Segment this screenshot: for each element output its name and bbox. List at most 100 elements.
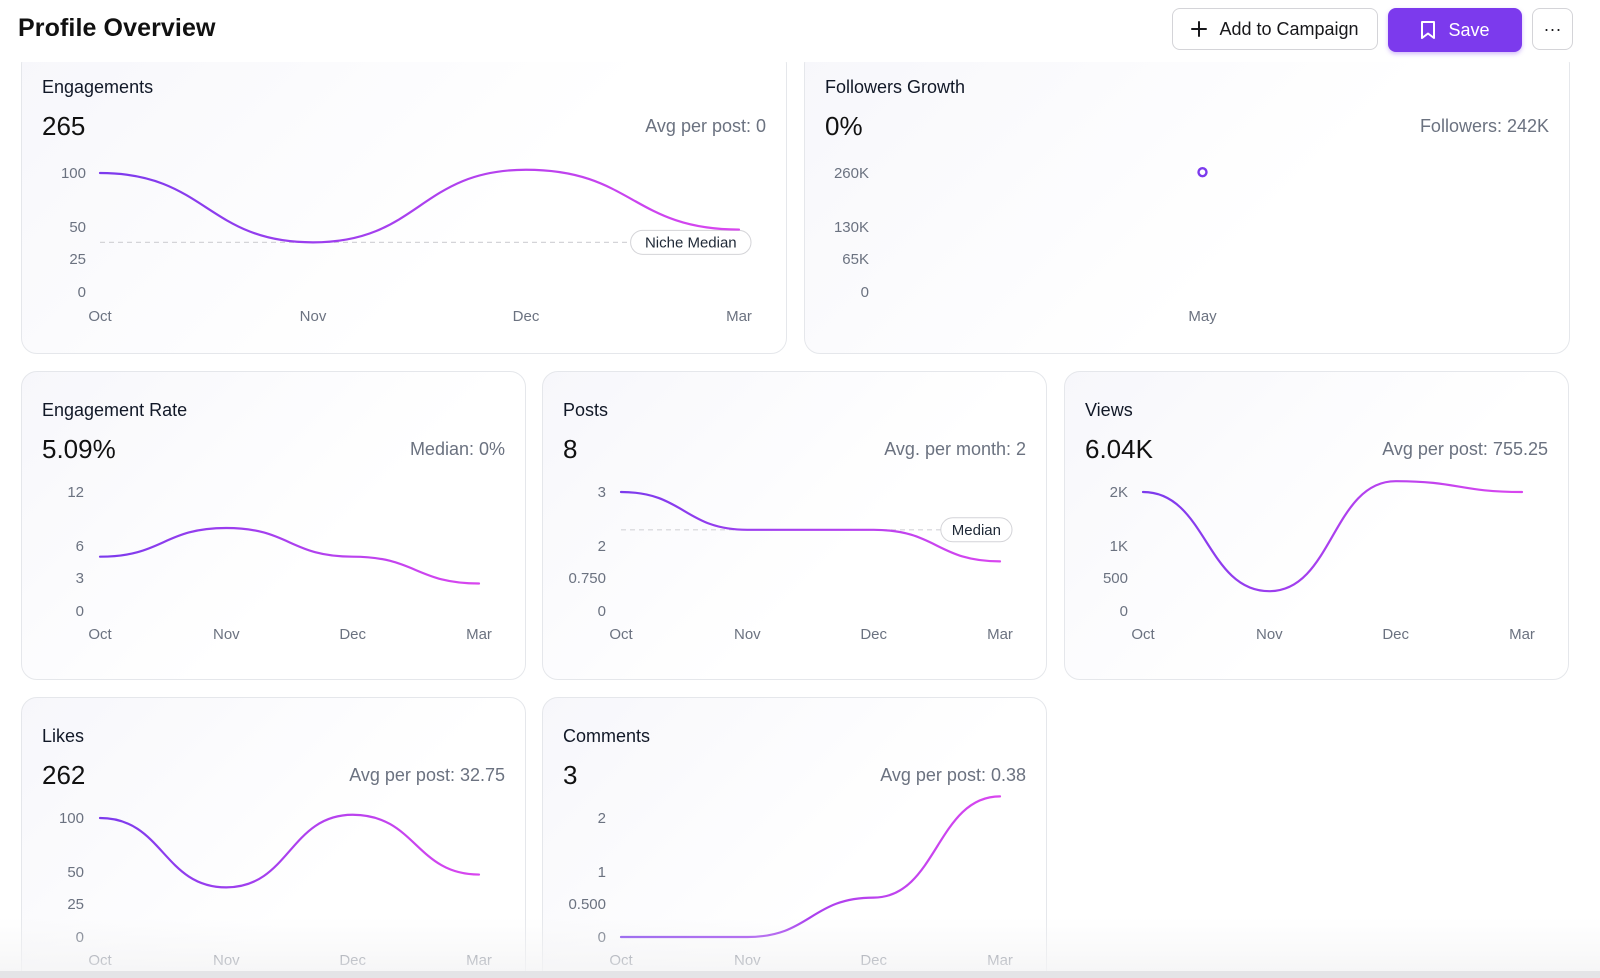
card-value: 265 — [42, 111, 86, 141]
page-header: Profile Overview Add to Campaign Save ··… — [0, 0, 1600, 62]
y-tick-label: 1K — [1110, 538, 1128, 555]
card-likes: Likes 262 Avg per post: 32.75 100 50 25 0 Oc… — [21, 697, 526, 978]
x-tick-label: Mar — [726, 308, 752, 325]
save-button[interactable]: Save — [1388, 8, 1522, 52]
x-tick-label: May — [1188, 308, 1217, 325]
y-tick-label: 2K — [1110, 484, 1128, 501]
bookmark-icon — [1420, 20, 1436, 40]
card-title: Engagements — [42, 77, 154, 97]
card-value: 262 — [42, 760, 86, 790]
x-tick-label: Dec — [513, 308, 540, 325]
card-value: 8 — [563, 434, 578, 464]
card-title: Engagement Rate — [42, 400, 188, 420]
y-tick-label: 50 — [67, 864, 84, 881]
card-meta: Avg per post: 0.38 — [880, 765, 1026, 785]
series-line — [98, 813, 481, 889]
series-line — [98, 526, 481, 585]
y-tick-label: 0 — [861, 284, 869, 301]
card-meta: Avg. per month: 2 — [884, 439, 1026, 459]
y-tick-label: 0 — [598, 603, 606, 620]
x-tick-label: Mar — [466, 952, 492, 969]
card-views: Views 6.04K Avg per post: 755.25 2K 1K 500… — [1064, 371, 1569, 680]
y-tick-label: 6 — [76, 538, 84, 555]
y-tick-label: 0 — [76, 603, 84, 620]
x-tick-label: Dec — [339, 626, 366, 643]
y-tick-label: 50 — [69, 219, 86, 236]
more-options-button[interactable]: ··· — [1532, 8, 1573, 50]
x-tick-label: Mar — [987, 626, 1013, 643]
y-tick-label: 12 — [67, 484, 84, 501]
page-title: Profile Overview — [18, 14, 216, 42]
x-tick-label: Oct — [88, 626, 112, 643]
card-title: Comments — [563, 726, 651, 746]
card-title: Views — [1085, 400, 1133, 420]
y-tick-label: 2 — [598, 810, 606, 827]
y-tick-label: 2 — [598, 538, 606, 555]
x-tick-label: Oct — [88, 308, 112, 325]
add-to-campaign-label: Add to Campaign — [1219, 18, 1359, 39]
y-tick-label: 0.500 — [568, 896, 606, 913]
y-tick-label: 25 — [67, 896, 84, 913]
y-tick-label: 0 — [78, 284, 86, 301]
y-tick-label: 0 — [598, 929, 606, 946]
x-tick-label: Nov — [734, 626, 761, 643]
save-label: Save — [1448, 19, 1490, 40]
card-value: 6.04K — [1085, 434, 1153, 464]
card-posts: Posts 8 Avg. per month: 2 3 2 0.750 0 Oct Nov… — [542, 371, 1047, 680]
add-to-campaign-button[interactable]: Add to Campaign — [1172, 8, 1378, 50]
median-badge-label: Niche Median — [645, 234, 737, 251]
series-line — [98, 168, 741, 244]
card-meta: Avg per post: 32.75 — [349, 765, 505, 785]
x-tick-label: Mar — [987, 952, 1013, 969]
series-line — [1141, 480, 1524, 593]
x-tick-label: Nov — [213, 952, 240, 969]
x-tick-label: Dec — [860, 626, 887, 643]
card-engagement-rate: Engagement Rate 5.09% Median: 0% 12 6 3 0 Oc… — [21, 371, 526, 680]
x-tick-label: Nov — [1256, 626, 1283, 643]
series-line — [619, 795, 1002, 939]
x-tick-label: Oct — [88, 952, 112, 969]
plus-icon — [1191, 21, 1208, 37]
median-badge — [630, 229, 752, 255]
series-line — [619, 490, 1002, 563]
x-tick-label: Dec — [339, 952, 366, 969]
x-tick-label: Oct — [1131, 626, 1155, 643]
y-tick-label: 0 — [1120, 603, 1128, 620]
median-badge-label: Median — [952, 522, 1001, 539]
y-tick-label: 260K — [834, 165, 869, 182]
y-tick-label: 65K — [842, 251, 869, 268]
y-tick-label: 3 — [598, 484, 606, 501]
y-tick-label: 500 — [1103, 570, 1128, 587]
horizontal-scrollbar[interactable] — [0, 971, 1600, 978]
median-badge — [940, 517, 1013, 543]
x-tick-label: Mar — [466, 626, 492, 643]
followers-chart: 260K 130K 65K 0 May — [834, 165, 1217, 325]
x-tick-label: Nov — [300, 308, 327, 325]
card-meta: Avg per post: 0 — [645, 116, 766, 136]
card-value: 0% — [825, 111, 863, 141]
x-tick-label: Nov — [734, 952, 761, 969]
x-tick-label: Nov — [213, 626, 240, 643]
y-tick-label: 100 — [61, 165, 86, 182]
card-followers-growth: Followers Growth 0% Followers: 242K 260K… — [804, 48, 1570, 354]
card-value: 3 — [563, 760, 578, 790]
card-title: Likes — [42, 726, 85, 746]
y-tick-label: 100 — [59, 810, 84, 827]
card-meta: Avg per post: 755.25 — [1382, 439, 1548, 459]
y-tick-label: 3 — [76, 570, 84, 587]
x-tick-label: Mar — [1509, 626, 1535, 643]
y-tick-label: 0 — [76, 929, 84, 946]
card-comments: Comments 3 Avg per post: 0.38 2 1 0.500 0 Oc… — [542, 697, 1047, 978]
x-tick-label: Dec — [1382, 626, 1409, 643]
card-title: Posts — [563, 400, 609, 420]
y-tick-label: 0.750 — [568, 570, 606, 587]
y-tick-label: 1 — [598, 864, 606, 881]
y-tick-label: 130K — [834, 219, 869, 236]
card-meta: Followers: 242K — [1419, 116, 1549, 136]
data-point — [1197, 166, 1208, 178]
